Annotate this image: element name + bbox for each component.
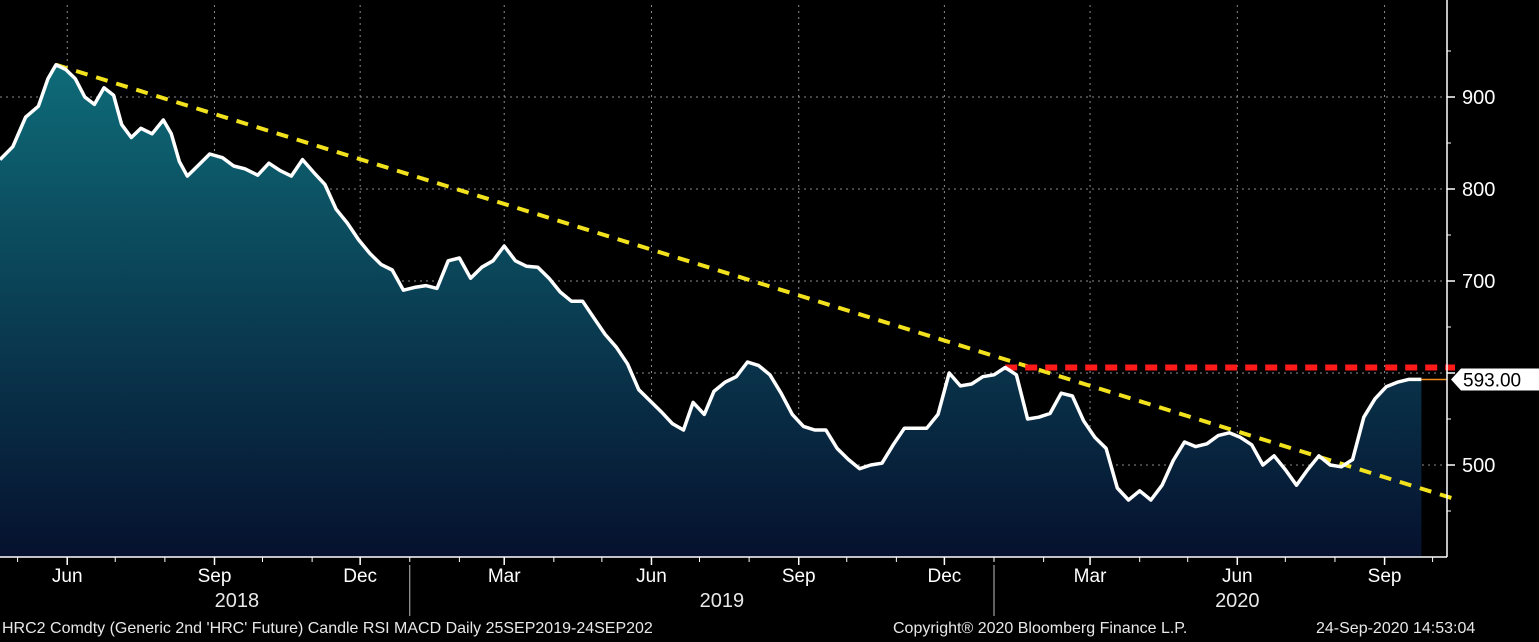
footer-bar: HRC2 Comdty (Generic 2nd 'HRC' Future) C… (0, 618, 1539, 642)
x-tick-label: Sep (782, 566, 816, 587)
last-price-text: 593.00 (1463, 370, 1521, 391)
timestamp: 24-Sep-2020 14:53:04 (1316, 620, 1476, 637)
year-label: 2018 (214, 590, 260, 612)
x-tick-label: Mar (488, 566, 521, 587)
copyright-text: Copyright® 2020 Bloomberg Finance L.P. (893, 620, 1188, 637)
axes: 500 700 800 900 Jun Sep Dec Mar Jun Sep Dec Mar Jun S… (0, 0, 1495, 616)
x-tick-label: Jun (636, 566, 667, 587)
security-description: HRC2 Comdty (Generic 2nd 'HRC' Future) C… (2, 620, 653, 637)
year-label: 2020 (1215, 590, 1260, 612)
x-tick-label: Dec (343, 566, 377, 587)
year-label: 2019 (699, 590, 745, 612)
chart-canvas: 500 700 800 900 Jun Sep Dec Mar Jun Sep Dec Mar Jun S… (0, 0, 1539, 616)
y-tick-label: 700 (1462, 271, 1495, 293)
price-series-line (0, 63, 1422, 502)
y-tick-label: 900 (1462, 87, 1495, 109)
x-tick-label: Sep (198, 566, 232, 587)
last-price-label: 593.00 (1451, 368, 1539, 391)
x-tick-label: Jun (52, 566, 83, 587)
x-tick-label: Dec (927, 566, 961, 587)
x-tick-label: Jun (1222, 566, 1253, 587)
price-area-fill (0, 64, 1422, 558)
y-tick-label: 800 (1462, 179, 1495, 201)
descending-trendline (55, 62, 1456, 501)
x-tick-label: Mar (1074, 566, 1107, 587)
x-tick-label: Sep (1368, 566, 1402, 587)
last-price-box (1451, 368, 1539, 391)
y-tick-label: 500 (1462, 455, 1495, 477)
